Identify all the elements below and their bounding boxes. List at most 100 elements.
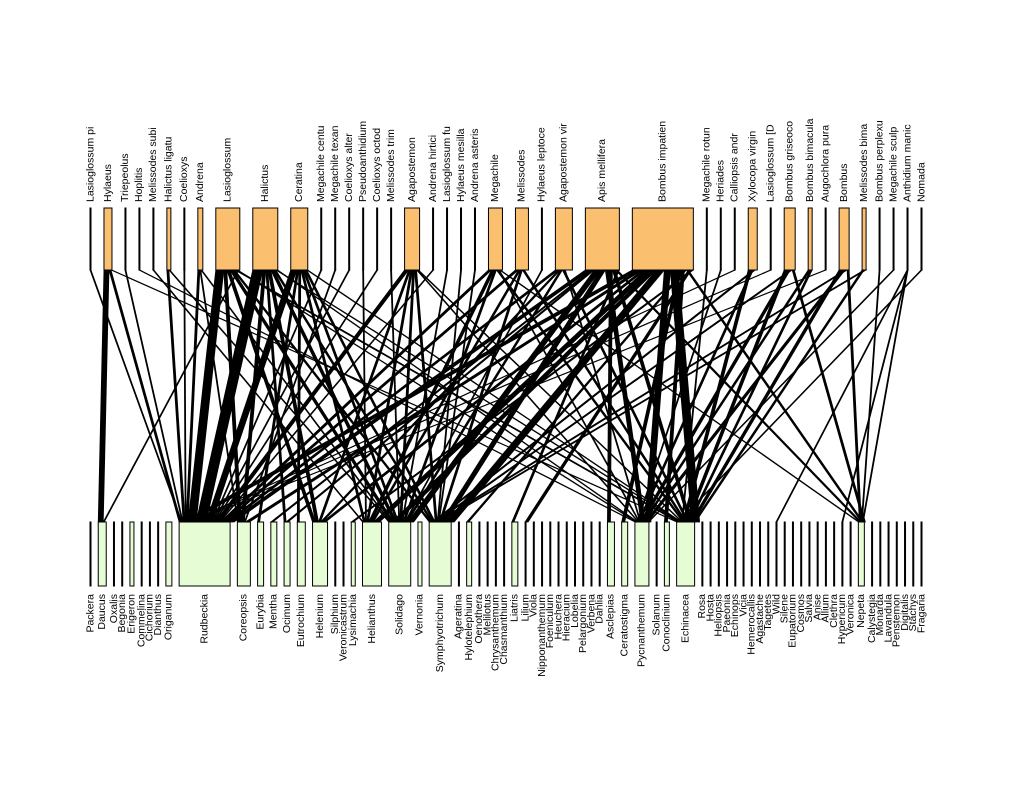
bottom_nodes-box [634, 521, 650, 587]
top_nodes-label: Hylaeus [102, 164, 114, 202]
bottom_nodes-box [532, 521, 535, 587]
top_nodes-label: Lasioglossum [222, 138, 234, 202]
bottom_nodes-box [759, 521, 762, 587]
bottom_nodes-label: Penstemon [891, 594, 903, 647]
bottom_nodes-box [750, 521, 753, 587]
top_nodes-label: Hoplitis [133, 168, 145, 202]
link [692, 269, 865, 523]
top_nodes-box [514, 207, 529, 271]
bottom_nodes-label: Silene [779, 594, 791, 623]
bottom_nodes-label: Begonia [116, 594, 128, 633]
top_nodes-label: Xylocopa virgin [747, 131, 759, 202]
bottom_nodes-box [178, 521, 231, 587]
bottom_nodes-label: Pycnanthemum [636, 594, 648, 667]
top_nodes-box [124, 207, 127, 271]
bottom_nodes-box [655, 521, 658, 587]
top_nodes-box [861, 207, 867, 271]
bottom_nodes-label: Ageratina [453, 594, 465, 639]
top_nodes-label: Bombus griseoco [783, 121, 795, 202]
bottom_nodes-label: Melilotus [481, 594, 493, 635]
top_nodes-box [838, 207, 850, 271]
bottom_nodes-box [808, 521, 811, 587]
top_nodes-box [920, 207, 923, 271]
bottom_nodes-label: Hypericum [836, 594, 848, 644]
top_nodes-box [252, 207, 279, 271]
bottom_nodes-label: Nipponanthemum [536, 594, 548, 677]
bottom_nodes-label: Stachys [907, 594, 919, 631]
bottom_nodes-label: Symphyotrichum [434, 594, 446, 672]
top_nodes-label: Hylaeus leptoce [536, 127, 548, 202]
top_nodes-box [362, 207, 365, 271]
bottom_nodes-label: Tagetes [762, 594, 774, 631]
top_nodes-box [733, 207, 736, 271]
bottom_nodes-box [270, 521, 278, 587]
top_nodes-box [390, 207, 393, 271]
bottom_nodes-label: Salvia [803, 594, 815, 623]
bottom_nodes-box [140, 521, 143, 587]
bottom_nodes-label: Conoclinium [661, 594, 673, 652]
top_nodes-label: Melissodes [516, 149, 528, 202]
bottom_nodes-box [112, 521, 115, 587]
bottom_nodes-label: Hosta [704, 594, 716, 622]
bottom_nodes-box [236, 521, 251, 587]
top_nodes-box [783, 207, 796, 271]
top_nodes-label: Ceratina [293, 162, 305, 202]
bottom_nodes-box [342, 521, 345, 587]
top_nodes-label: Megachile [489, 154, 501, 202]
top_nodes-box [807, 207, 813, 271]
top_nodes-label: Megachile sculp [887, 127, 899, 202]
bottom_nodes-label: Verbena [585, 594, 597, 633]
top_nodes-box [290, 207, 309, 271]
bottom_nodes-box [663, 521, 670, 587]
top_nodes-box [152, 207, 155, 271]
bottom_nodes-box [549, 521, 552, 587]
bottom_nodes-box [783, 521, 786, 587]
top_nodes-label: Coelioxys octod [371, 128, 383, 202]
top_nodes-box [719, 207, 722, 271]
bottom_nodes-label: Fragaria [915, 594, 927, 633]
bottom_nodes-box [524, 521, 527, 587]
top_nodes-label: Megachile rotun [701, 127, 713, 202]
bottom_nodes-box [920, 521, 923, 587]
bottom_nodes-box [621, 521, 629, 587]
link [860, 269, 881, 523]
bottom_nodes-label: Heuchera [552, 594, 564, 640]
bottom_nodes-label: Hieracium [561, 594, 573, 642]
bottom_nodes-box [701, 521, 704, 587]
bottom_nodes-box [334, 521, 337, 587]
top_nodes-label: Lasioglossum fu [441, 126, 453, 202]
top_nodes-label: Halictus ligatu [163, 136, 175, 202]
top_nodes-label: Lasioglossum pi [84, 127, 96, 202]
top_nodes-label: Lasioglossum [D [765, 124, 777, 202]
top_nodes-box [584, 207, 620, 271]
bottom_nodes-label: Echinops [729, 594, 741, 637]
top_nodes-label: Megachile texan [329, 125, 341, 202]
top_nodes-label: Hylaeus mesilla [455, 128, 467, 202]
bottom_nodes-label: Chrysanthemum [490, 594, 502, 671]
top_nodes-box [432, 207, 435, 271]
bottom_nodes-label: Helianthus [366, 594, 378, 644]
bottom_nodes-box [742, 521, 745, 587]
top_nodes-box [878, 207, 881, 271]
top_nodes-box [554, 207, 573, 271]
top_nodes-box [540, 207, 543, 271]
top_nodes-label: Bombus perplexu [873, 120, 885, 202]
top_nodes-box [631, 207, 694, 271]
bottom_nodes-box [466, 521, 473, 587]
top_nodes-label: Andrena hirtici [427, 135, 439, 202]
bottom_nodes-box [494, 521, 497, 587]
bottom_nodes-label: Echinacea [679, 594, 691, 643]
bottom_nodes-label: Vernonia [414, 594, 426, 636]
bottom_nodes-label: Lysimachia [347, 594, 359, 646]
bottom_nodes-box [767, 521, 770, 587]
bottom_nodes-label: Mentha [268, 594, 280, 629]
bottom_nodes-box [582, 521, 585, 587]
bottom_nodes-box [511, 521, 519, 587]
top_nodes-box [138, 207, 141, 271]
bottom_nodes-label: Clethra [828, 594, 840, 628]
top_nodes-box [473, 207, 476, 271]
top_nodes-label: Triepeolus [119, 153, 131, 202]
bottom_nodes-box [129, 521, 135, 587]
bottom_nodes-label: Hemerocallis [746, 594, 758, 655]
bottom_nodes-label: Commelina [135, 594, 147, 647]
